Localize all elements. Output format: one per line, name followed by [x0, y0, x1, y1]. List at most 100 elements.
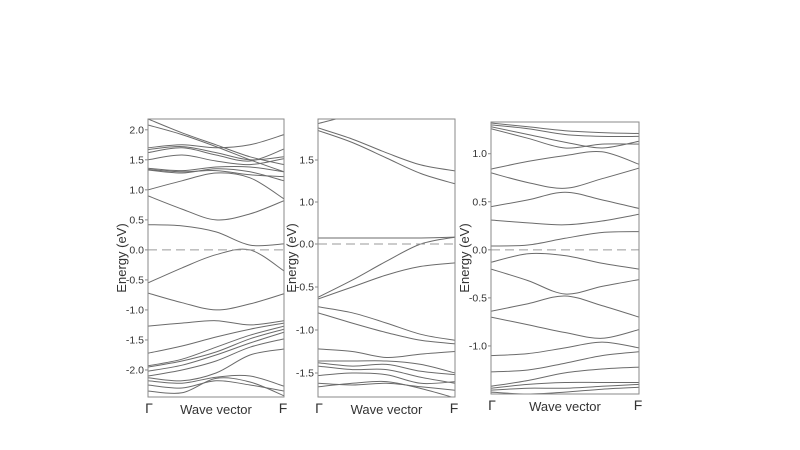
band-line: [491, 341, 639, 357]
band-line: [148, 195, 284, 221]
y-tick-label: 1.0: [129, 184, 144, 196]
band-line: [318, 84, 455, 94]
band-panel-3: 1.0 0.5 0.0 -0.5 -1.0 Energy (eV) Γ F Wave vecto…: [457, 121, 643, 414]
band-line: [148, 377, 284, 397]
x-axis-title: Wave vector: [351, 402, 423, 417]
band-line: [148, 292, 284, 311]
band-line: [318, 127, 455, 172]
gamma-point-label: Γ: [315, 400, 323, 416]
band-line: [491, 213, 639, 226]
band-line: [491, 122, 639, 134]
plot-frame: [317, 118, 456, 398]
y-tick-label: 0.0: [472, 244, 487, 256]
band-line: [318, 372, 455, 385]
band-line: [318, 77, 455, 91]
band-line: [318, 312, 455, 345]
band-line: [148, 146, 284, 161]
plot-frame: [147, 118, 285, 398]
band-line: [491, 366, 639, 387]
y-tick-label: -1.0: [126, 304, 144, 316]
band-line: [491, 126, 639, 149]
y-axis-title: Energy (eV): [114, 223, 129, 292]
band-line: [148, 338, 284, 377]
y-tick-label: 0.0: [299, 239, 314, 251]
band-line: [318, 362, 455, 376]
band-line: [148, 168, 284, 182]
band-line: [148, 168, 284, 178]
band-line: [148, 147, 284, 162]
band-line: [318, 75, 455, 89]
band-line: [318, 306, 455, 341]
band-line: [318, 119, 321, 120]
f-point-label: F: [279, 400, 288, 416]
y-tick-label: -2.0: [126, 364, 144, 376]
band-line: [148, 134, 284, 149]
y-tick-label: 1.0: [299, 197, 314, 209]
band-line: [491, 295, 639, 318]
y-tick-label: -0.5: [469, 292, 487, 304]
y-tick-label: 1.5: [299, 155, 314, 167]
y-axis-title: Energy (eV): [284, 223, 299, 292]
band-line: [318, 130, 455, 185]
band-line: [148, 320, 284, 327]
band-line: [318, 76, 455, 89]
band-line: [491, 268, 639, 295]
band-line: [148, 328, 284, 368]
band-line: [148, 154, 284, 166]
band-line: [318, 360, 455, 374]
gamma-point-label: Γ: [145, 400, 153, 416]
band-line: [148, 348, 284, 382]
band-line: [148, 224, 284, 247]
band-lines: [491, 122, 639, 394]
band-line: [318, 380, 454, 397]
x-axis-title: Wave vector: [529, 399, 601, 414]
band-line: [318, 348, 455, 359]
band-line: [318, 89, 455, 98]
f-point-label: F: [634, 397, 643, 413]
y-tick-label: 1.5: [129, 154, 144, 166]
band-line: [318, 81, 455, 93]
band-lines: [148, 119, 284, 397]
band-line: [148, 380, 284, 392]
band-line: [491, 128, 639, 149]
band-line: [318, 365, 455, 384]
plot-frame: [490, 121, 640, 395]
y-tick-label: -1.5: [126, 334, 144, 346]
y-tick-label: -0.5: [126, 274, 144, 286]
band-line: [318, 262, 455, 300]
y-tick-label: 1.0: [472, 148, 487, 160]
band-line: [491, 191, 639, 209]
band-line: [491, 252, 639, 270]
band-line: [491, 316, 639, 339]
y-tick-label: 0.0: [129, 244, 144, 256]
band-line: [491, 124, 639, 138]
band-line: [148, 322, 284, 354]
band-line: [491, 167, 639, 189]
band-line: [148, 331, 284, 372]
band-line: [318, 236, 455, 239]
y-tick-label: -0.5: [296, 282, 314, 294]
y-tick-label: -1.0: [296, 325, 314, 337]
band-line: [148, 374, 284, 387]
y-axis-title: Energy (eV): [457, 223, 472, 292]
band-line: [318, 236, 455, 298]
band-line: [148, 325, 284, 367]
band-line: [491, 351, 639, 373]
band-line: [491, 383, 639, 391]
y-tick-label: 2.0: [129, 124, 144, 136]
band-line: [491, 381, 639, 389]
gamma-point-label: Γ: [488, 397, 496, 413]
y-tick-label: 0.5: [472, 196, 487, 208]
band-lines: [318, 75, 455, 397]
y-tick-label: -1.5: [296, 368, 314, 380]
y-tick-label: 0.5: [129, 214, 144, 226]
band-panel-1: 2.0 1.5 1.0 0.5 0.0 -0.5 -1.0 -1.5 -2.0 Energy (e…: [114, 118, 288, 417]
f-point-label: F: [450, 400, 459, 416]
band-line: [491, 150, 639, 170]
band-line: [148, 248, 284, 284]
y-tick-label: -1.0: [469, 340, 487, 352]
x-axis-title: Wave vector: [180, 402, 252, 417]
band-panel-2: 1.5 1.0 0.0 -0.5 -1.0 -1.5 Energy (eV) Γ F Wave v…: [284, 75, 459, 417]
band-line: [148, 172, 284, 200]
